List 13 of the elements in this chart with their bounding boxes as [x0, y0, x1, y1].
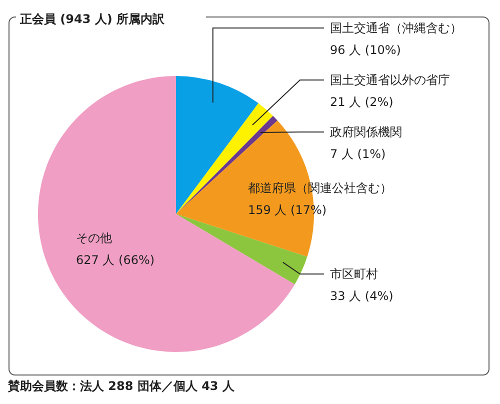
slice-label: 国土交通省以外の省庁	[330, 73, 450, 87]
text: 賛助会員数：法人 288 団体／個人 43 人	[7, 379, 236, 393]
data-label: 21 人 (2%)	[330, 95, 394, 109]
data-label: 627 人 (66%)	[76, 253, 155, 267]
chart-title: 正会員 (943 人) 所属内訳	[19, 12, 166, 26]
slice-label: 政府関係機関	[330, 125, 402, 139]
pie-slice	[176, 214, 308, 284]
data-label: 96 人 (10%)	[330, 43, 401, 57]
data-label: 7 人 (1%)	[330, 147, 386, 161]
slice-label: 国土交通省（沖縄含む）	[330, 21, 462, 35]
slice-label: 市区町村	[330, 267, 378, 281]
slice-label: その他	[76, 231, 112, 245]
data-label: 33 人 (4%)	[330, 289, 394, 303]
